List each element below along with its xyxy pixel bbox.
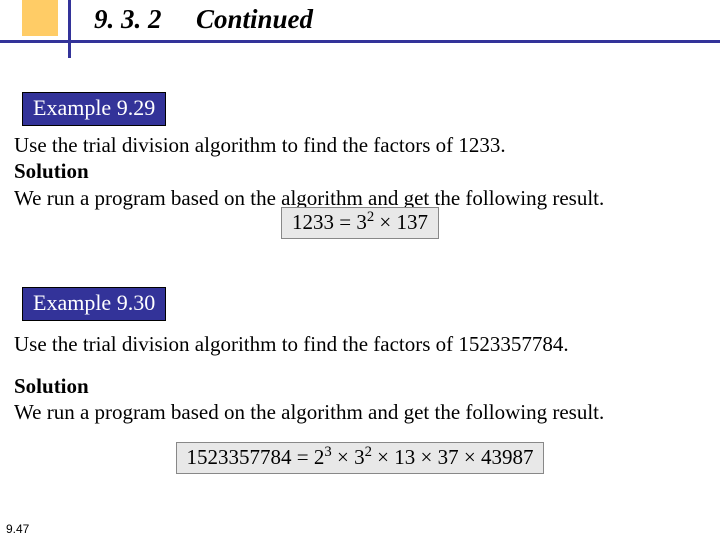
example-1-equation-wrap: 1233 = 32 × 137 [10, 207, 710, 239]
eq2-tail: × 13 × 37 × 43987 [372, 445, 534, 469]
slide-content: Example 9.29 Use the trial division algo… [0, 92, 720, 474]
example-2-solution-text: We run a program based on the algorithm … [14, 400, 604, 424]
section-title: Continued [196, 4, 313, 35]
example-1-solution-label: Solution [14, 159, 89, 183]
page-number: 9.47 [6, 522, 29, 536]
example-1-equation: 1233 = 32 × 137 [281, 207, 439, 239]
example-2-solution-block: Solution We run a program based on the a… [14, 373, 706, 426]
eq1-base: 1233 = 3 [292, 210, 367, 234]
example-1-body: Use the trial division algorithm to find… [14, 132, 706, 211]
eq2-lhs: 1523357784 = 2 [187, 445, 325, 469]
example-2-solution-label: Solution [14, 374, 89, 398]
eq1-tail: × 137 [374, 210, 428, 234]
section-number: 9. 3. 2 [94, 4, 162, 35]
example-1-badge-wrap: Example 9.29 [10, 92, 710, 126]
eq2-m1: × 3 [332, 445, 365, 469]
example-2-equation-wrap: 1523357784 = 23 × 32 × 13 × 37 × 43987 [10, 442, 710, 474]
eq2-s2: 2 [365, 444, 372, 460]
slide-header: 9. 3. 2 Continued [0, 0, 720, 68]
example-1-problem: Use the trial division algorithm to find… [14, 133, 506, 157]
header-accent-square [22, 0, 58, 36]
example-2-equation: 1523357784 = 23 × 32 × 13 × 37 × 43987 [176, 442, 545, 474]
example-2-badge-wrap: Example 9.30 [10, 287, 710, 321]
example-2-badge: Example 9.30 [22, 287, 166, 321]
header-vertical-line [68, 0, 71, 58]
example-2-problem: Use the trial division algorithm to find… [14, 331, 706, 357]
example-1-badge: Example 9.29 [22, 92, 166, 126]
header-horizontal-line [0, 40, 720, 43]
eq2-s1: 3 [324, 444, 331, 460]
